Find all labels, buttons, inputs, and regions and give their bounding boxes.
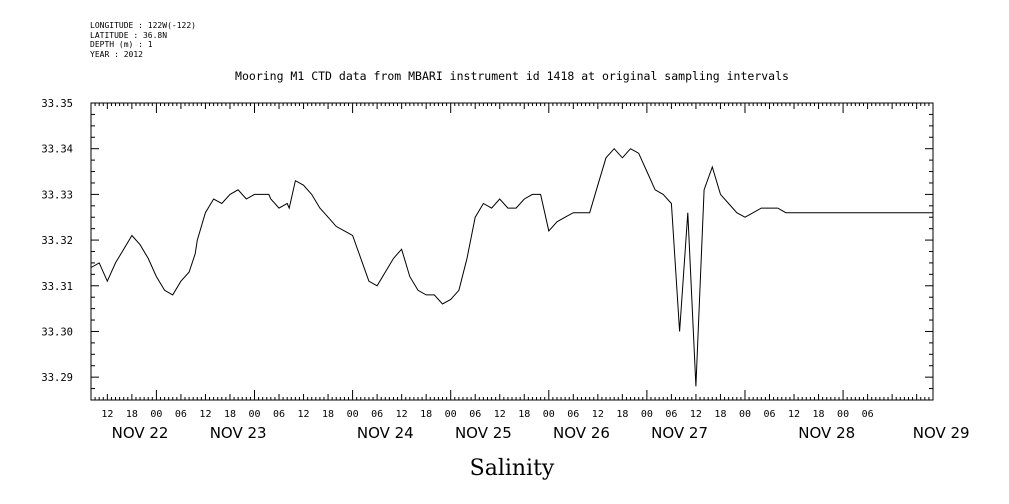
day-label: NOV 27 xyxy=(651,424,708,442)
x-tick-label: 06 xyxy=(763,409,775,420)
x-tick-label: 12 xyxy=(298,409,310,420)
x-tick-label: 06 xyxy=(665,409,677,420)
x-tick-labels: 12 18 00 06 12 18 00 06 12 18 00 06 12 18 00 06 12 18 00 06… xyxy=(101,409,873,420)
plot-frame xyxy=(90,102,934,401)
x-tick-label: 00 xyxy=(248,409,260,420)
x-tick-label: 06 xyxy=(862,409,874,420)
y-tick-label: 33.30 xyxy=(41,326,73,338)
y-tick-label: 33.35 xyxy=(41,98,73,110)
x-tick-label: 12 xyxy=(592,409,604,420)
x-tick-label: 06 xyxy=(273,409,285,420)
x-tick-label: 12 xyxy=(396,409,408,420)
x-tick-label: 18 xyxy=(224,409,236,420)
x-tick-label: 00 xyxy=(543,409,555,420)
y-tick-label: 33.29 xyxy=(41,372,73,384)
day-label: NOV 26 xyxy=(553,424,610,442)
x-tick-label: 00 xyxy=(837,409,849,420)
day-label: NOV 28 xyxy=(798,424,855,442)
y-tick-label: 33.34 xyxy=(41,144,73,156)
depth-text: DEPTH (m) : 1 xyxy=(90,40,153,50)
x-tick-label: 18 xyxy=(714,409,726,420)
x-tick-label: 18 xyxy=(126,409,138,420)
y-tick-label: 33.32 xyxy=(41,235,73,247)
day-label: NOV 29 xyxy=(913,424,970,442)
x-tick-label: 00 xyxy=(445,409,457,420)
year-text: YEAR : 2012 xyxy=(90,49,143,59)
x-tick-label: 18 xyxy=(616,409,628,420)
y-tick-label: 33.33 xyxy=(41,189,73,201)
y-tick-labels: 33.35 33.34 33.33 33.32 33.31 33.30 33.29 xyxy=(41,98,73,384)
day-label: NOV 25 xyxy=(455,424,512,442)
x-tick-label: 12 xyxy=(199,409,211,420)
day-label: NOV 23 xyxy=(210,424,267,442)
latitude-text: LATITUDE : 36.8N xyxy=(90,30,168,40)
x-tick-label: 12 xyxy=(101,409,113,420)
x-tick-label: 18 xyxy=(813,409,825,420)
x-tick-label: 06 xyxy=(175,409,187,420)
x-tick-label: 12 xyxy=(690,409,702,420)
x-tick-label: 06 xyxy=(469,409,481,420)
x-tick-label: 12 xyxy=(788,409,800,420)
metadata-block: LONGITUDE : 122W(-122) LATITUDE : 36.8N … xyxy=(90,21,196,59)
chart-title: Mooring M1 CTD data from MBARI instrumen… xyxy=(235,69,789,83)
x-tick-label: 00 xyxy=(641,409,653,420)
x-tick-label: 18 xyxy=(420,409,432,420)
axis-ticks xyxy=(90,102,934,401)
day-label: NOV 24 xyxy=(357,424,414,442)
x-tick-label: 12 xyxy=(494,409,506,420)
day-labels: NOV 22 NOV 23 NOV 24 NOV 25 NOV 26 NOV 27 NOV … xyxy=(112,424,970,442)
x-axis-label: Salinity xyxy=(470,456,555,481)
x-tick-label: 18 xyxy=(322,409,334,420)
y-tick-label: 33.31 xyxy=(41,281,73,293)
x-tick-label: 06 xyxy=(371,409,383,420)
x-tick-label: 00 xyxy=(739,409,751,420)
x-tick-label: 00 xyxy=(150,409,162,420)
salinity-series-line xyxy=(90,147,933,387)
x-tick-label: 18 xyxy=(518,409,530,420)
longitude-text: LONGITUDE : 122W(-122) xyxy=(90,21,196,30)
day-label: NOV 22 xyxy=(112,424,169,442)
x-tick-label: 06 xyxy=(567,409,579,420)
x-tick-label: 00 xyxy=(347,409,359,420)
